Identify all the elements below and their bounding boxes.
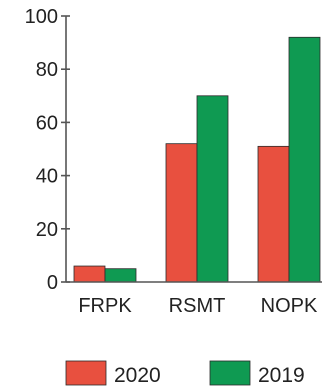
x-category-label: NOPK <box>261 295 318 317</box>
legend-swatch-2020 <box>65 360 107 386</box>
legend: 2020 2019 <box>65 360 305 387</box>
y-tick-label: 0 <box>47 272 58 294</box>
y-tick-label: 20 <box>36 219 58 241</box>
x-axis: FRPK RSMT NOPK <box>66 281 322 317</box>
y-tick-label: 100 <box>25 6 58 28</box>
legend-swatch-2019 <box>209 360 251 386</box>
y-tick-label: 60 <box>36 112 58 134</box>
x-category-label: FRPK <box>78 295 132 317</box>
y-tick-label: 80 <box>36 59 58 81</box>
bar-rsmt-2019 <box>196 95 229 283</box>
y-tick-label: 40 <box>36 166 58 188</box>
bar-rsmt-2020 <box>165 143 198 283</box>
legend-label: 2020 <box>114 364 161 387</box>
bars <box>73 36 321 283</box>
y-axis: 0 20 40 60 80 100 <box>25 6 70 294</box>
legend-label: 2019 <box>258 364 305 387</box>
bar-frpk-2019 <box>104 268 137 283</box>
bar-nopk-2019 <box>288 36 321 283</box>
bar-frpk-2020 <box>73 265 106 283</box>
bar-nopk-2020 <box>257 145 290 283</box>
x-category-label: RSMT <box>169 295 226 317</box>
